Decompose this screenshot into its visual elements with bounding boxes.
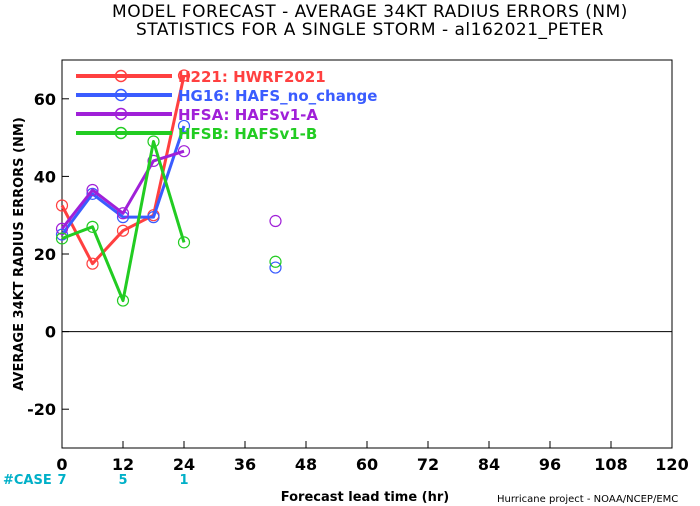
x-tick-label: 96	[539, 455, 561, 474]
legend-label: HG16: HAFS_no_change	[178, 87, 377, 105]
chart-title-line1: MODEL FORECAST - AVERAGE 34KT RADIUS ERR…	[112, 2, 628, 22]
series-2	[55, 119, 282, 274]
data-point	[116, 224, 130, 237]
y-tick-label: 0	[45, 323, 56, 342]
data-point	[55, 232, 69, 245]
x-tick-label: 0	[56, 455, 67, 474]
data-point	[86, 257, 99, 270]
legend-item: HFSB: HAFSv1-B	[76, 125, 317, 143]
y-tick-label: 20	[34, 245, 56, 264]
data-point	[177, 69, 191, 82]
y-axis-ticks: -20 0 20 40 60	[27, 90, 69, 419]
legend-swatch-marker	[114, 69, 128, 83]
x-tick-label: 36	[234, 455, 256, 474]
y-tick-label: 40	[34, 167, 56, 186]
x-tick-label: 48	[295, 455, 317, 474]
x-tick-label: 60	[356, 455, 378, 474]
data-point	[147, 135, 160, 148]
series-layer	[55, 69, 282, 307]
legend-label: H221: HWRF2021	[178, 68, 326, 86]
isolated-data-point	[269, 261, 282, 274]
data-point	[147, 211, 160, 224]
chart-title-line2: STATISTICS FOR A SINGLE STORM - al162021…	[136, 20, 604, 40]
x-axis-ticks: 0 12 24 36 48 60 72 84 96 108 120	[56, 441, 689, 474]
data-point	[55, 228, 69, 241]
y-tick-label: 60	[34, 90, 56, 109]
legend-item: HFSA: HAFSv1-A	[76, 106, 318, 124]
x-tick-label: 72	[417, 455, 439, 474]
x-tick-label: 108	[594, 455, 627, 474]
x-tick-label: 120	[655, 455, 688, 474]
data-point	[177, 145, 191, 158]
legend-swatch-marker	[114, 126, 128, 140]
data-point	[86, 220, 99, 233]
plot-area	[61, 59, 673, 449]
legend-swatch-marker	[114, 88, 128, 102]
case-label: #CASE	[3, 473, 52, 488]
x-axis-label: Forecast lead time (hr)	[281, 490, 449, 505]
legend-item: H221: HWRF2021	[76, 68, 326, 86]
case-counts: 7 5 1	[57, 473, 188, 488]
x-tick-label: 24	[173, 455, 195, 474]
data-point	[55, 199, 69, 212]
isolated-data-point	[269, 255, 282, 268]
y-tick-label: -20	[27, 400, 56, 419]
data-point	[116, 294, 130, 307]
series-4	[55, 135, 282, 307]
case-count: 5	[118, 473, 127, 488]
series-line	[61, 140, 186, 303]
data-point	[177, 119, 191, 133]
data-point	[55, 222, 69, 235]
series-line	[60, 149, 185, 230]
series-1	[55, 69, 191, 270]
data-point	[116, 207, 130, 220]
series-line	[60, 125, 186, 236]
x-tick-label: 84	[478, 455, 500, 474]
series-line	[60, 75, 186, 266]
y-axis-label: AVERAGE 34KT RADIUS ERRORS (NM)	[12, 117, 27, 391]
legend-label: HFSA: HAFSv1-A	[178, 106, 318, 124]
credit-text: Hurricane project - NOAA/NCEP/EMC	[497, 494, 678, 505]
data-point	[86, 183, 99, 197]
legend-swatch-marker	[114, 107, 128, 121]
case-count: 7	[57, 473, 66, 488]
legend-item: HG16: HAFS_no_change	[76, 87, 377, 105]
isolated-data-point	[269, 214, 282, 228]
legend-label: HFSB: HAFSv1-B	[178, 125, 317, 143]
x-tick-label: 12	[112, 455, 134, 474]
data-point	[177, 236, 191, 249]
case-count: 1	[179, 473, 188, 488]
